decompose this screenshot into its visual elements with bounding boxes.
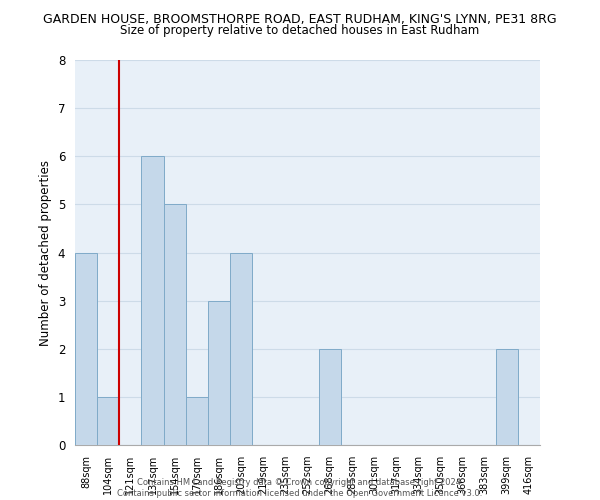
Bar: [208, 300, 230, 445]
Bar: [230, 252, 252, 445]
Bar: [186, 397, 208, 445]
Text: GARDEN HOUSE, BROOMSTHORPE ROAD, EAST RUDHAM, KING'S LYNN, PE31 8RG: GARDEN HOUSE, BROOMSTHORPE ROAD, EAST RU…: [43, 12, 557, 26]
Bar: [97, 397, 119, 445]
Bar: [142, 156, 164, 445]
Bar: [319, 349, 341, 445]
Text: Contains HM Land Registry data © Crown copyright and database right 2024.
Contai: Contains HM Land Registry data © Crown c…: [118, 478, 482, 498]
Text: Size of property relative to detached houses in East Rudham: Size of property relative to detached ho…: [121, 24, 479, 37]
Bar: [164, 204, 186, 445]
Y-axis label: Number of detached properties: Number of detached properties: [39, 160, 52, 346]
Bar: [75, 252, 97, 445]
Bar: [496, 349, 518, 445]
